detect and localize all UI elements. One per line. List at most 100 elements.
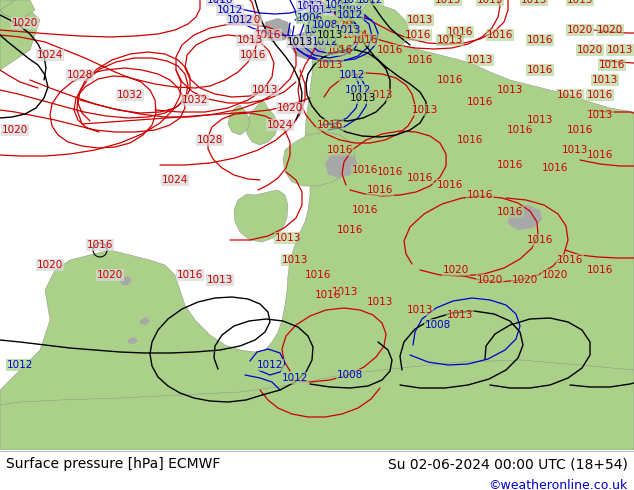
Text: 1013: 1013 [527,115,553,125]
Text: 1006: 1006 [297,13,323,23]
Text: 1016: 1016 [527,235,553,245]
Text: 1024: 1024 [37,50,63,60]
Text: 1013: 1013 [607,45,633,55]
Text: 1016: 1016 [557,90,583,100]
Text: 1016: 1016 [367,185,393,195]
Text: 1020: 1020 [12,18,38,28]
Text: 1013: 1013 [407,15,433,25]
Text: 1020: 1020 [327,20,353,30]
Text: 1016: 1016 [377,167,403,177]
Polygon shape [0,0,35,20]
Text: 1016: 1016 [207,0,233,5]
Text: 1024: 1024 [267,120,293,130]
Text: 1016: 1016 [352,35,378,45]
Text: 1016: 1016 [240,50,266,60]
Text: 1016: 1016 [437,180,463,190]
Polygon shape [0,0,634,450]
Text: 1016: 1016 [587,265,613,275]
Text: 1008: 1008 [337,370,363,380]
Text: 1016: 1016 [527,65,553,75]
Text: 1016: 1016 [507,125,533,135]
Text: 1024: 1024 [342,30,368,40]
Text: 1016: 1016 [557,255,583,265]
Polygon shape [325,152,358,178]
Text: 1016: 1016 [327,145,353,155]
Text: 1016: 1016 [467,97,493,107]
Text: 1012: 1012 [7,360,33,370]
Text: 1013: 1013 [477,0,503,5]
Text: 1016: 1016 [315,290,341,300]
Text: 1016: 1016 [587,90,613,100]
Text: 1032: 1032 [117,90,143,100]
Text: 1012: 1012 [342,0,368,5]
Polygon shape [140,317,150,325]
Text: 1012: 1012 [227,15,253,25]
Text: 1016: 1016 [255,30,281,40]
Text: 1013: 1013 [207,275,233,285]
Text: 1013: 1013 [587,110,613,120]
Text: 1013: 1013 [435,0,461,5]
Text: Surface pressure [hPa] ECMWF: Surface pressure [hPa] ECMWF [6,457,221,471]
Text: 1012: 1012 [345,85,371,95]
Text: 1013: 1013 [317,60,343,70]
Text: 1020: 1020 [2,125,28,135]
Text: 1012: 1012 [312,37,338,47]
Text: 1012: 1012 [257,360,283,370]
Text: 1016: 1016 [407,55,433,65]
Polygon shape [234,190,288,242]
Polygon shape [120,276,132,285]
Text: 1032: 1032 [182,95,208,105]
Text: 1013: 1013 [335,25,361,35]
Polygon shape [352,0,410,58]
Text: 1013: 1013 [350,93,376,103]
Text: 1008: 1008 [425,320,451,330]
Text: 1013: 1013 [592,75,618,85]
Text: 1008: 1008 [312,20,338,30]
Text: 1016: 1016 [177,270,203,280]
Text: 1013: 1013 [252,85,278,95]
Text: 1016: 1016 [447,27,473,37]
Text: 1012: 1012 [357,0,383,5]
Text: 1028: 1028 [67,70,93,80]
Text: 1013: 1013 [467,55,493,65]
Text: 1016: 1016 [337,225,363,235]
Polygon shape [0,360,634,450]
Text: 1013: 1013 [275,233,301,243]
Text: 1016: 1016 [327,45,353,55]
Text: 1016: 1016 [305,270,331,280]
Text: 1020: 1020 [477,275,503,285]
Text: 1020: 1020 [597,25,623,35]
Text: 1016: 1016 [497,207,523,217]
Text: 1013: 1013 [562,145,588,155]
Text: 1016: 1016 [405,30,431,40]
Text: 1016: 1016 [587,150,613,160]
Text: 1013: 1013 [317,30,343,40]
Text: 1013: 1013 [367,297,393,307]
Text: 1016: 1016 [437,75,463,85]
Text: 1013: 1013 [307,5,333,15]
Text: 1013: 1013 [567,0,593,5]
Polygon shape [283,132,355,186]
Text: 1016: 1016 [497,160,523,170]
Polygon shape [128,337,138,344]
Text: 1020: 1020 [512,275,538,285]
Text: 1016: 1016 [487,30,513,40]
Text: 1013: 1013 [237,35,263,45]
Text: 1016: 1016 [598,60,625,70]
Text: 1013: 1013 [437,35,463,45]
Text: 1016: 1016 [467,190,493,200]
Text: 1008: 1008 [337,5,363,15]
Text: 1020: 1020 [37,260,63,270]
Polygon shape [246,100,278,145]
Text: 1013: 1013 [332,287,358,297]
Text: ©weatheronline.co.uk: ©weatheronline.co.uk [488,479,628,490]
Text: 1024: 1024 [162,175,188,185]
Text: 1028: 1028 [197,135,223,145]
Text: 1013: 1013 [367,90,393,100]
Text: 1012: 1012 [281,373,308,383]
Polygon shape [0,0,40,70]
Text: 1013: 1013 [521,0,547,5]
Text: 1012: 1012 [339,70,365,80]
Text: 1020: 1020 [97,270,123,280]
Polygon shape [263,18,292,42]
